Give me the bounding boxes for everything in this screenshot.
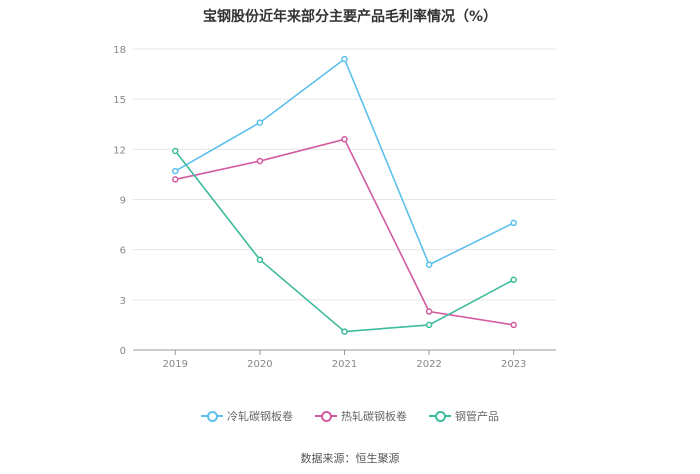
series-0: [172, 55, 517, 268]
data-point[interactable]: [425, 261, 433, 268]
x-tick-label: 2021: [332, 359, 357, 370]
chart-title: 宝钢股份近年来部分主要产品毛利率情况（%）: [202, 9, 498, 25]
series-line: [174, 150, 515, 333]
x-tick-label: 2020: [247, 359, 272, 370]
data-point[interactable]: [341, 328, 348, 335]
legend-label: 钢管产品: [455, 410, 499, 423]
series-lines: [172, 55, 517, 335]
x-tick-label: 2019: [163, 359, 188, 370]
line-marker-icon: [201, 410, 223, 422]
data-point[interactable]: [341, 136, 348, 143]
data-point[interactable]: [341, 55, 348, 63]
data-point[interactable]: [256, 256, 264, 263]
series-line: [174, 57, 515, 266]
data-point[interactable]: [510, 276, 517, 284]
gridlines: [133, 48, 556, 301]
y-tick-label: 0: [120, 346, 126, 357]
data-point[interactable]: [510, 321, 517, 329]
data-point[interactable]: [425, 308, 433, 315]
data-point[interactable]: [425, 321, 433, 329]
y-tick-label: 15: [113, 95, 126, 106]
data-point[interactable]: [172, 176, 179, 183]
series-1: [172, 136, 517, 329]
legend-item-steel-pipe[interactable]: 钢管产品: [429, 408, 499, 424]
legend-label: 热轧碳钢板卷: [341, 410, 407, 423]
data-point[interactable]: [172, 147, 179, 155]
legend-item-cold-rolled[interactable]: 冷轧碳钢板卷: [201, 408, 293, 424]
legend: 冷轧碳钢板卷 热轧碳钢板卷 钢管产品: [0, 408, 700, 424]
y-tick-label: 9: [120, 196, 126, 207]
series-2: [172, 147, 517, 335]
y-tick-label: 12: [113, 145, 126, 156]
data-point[interactable]: [256, 157, 264, 165]
series-line: [175, 138, 514, 326]
legend-item-hot-rolled[interactable]: 热轧碳钢板卷: [315, 408, 407, 424]
x-tick-label: 2023: [501, 359, 526, 370]
x-tick-label: 2022: [416, 359, 441, 370]
data-point[interactable]: [172, 167, 179, 175]
y-tick-label: 3: [120, 296, 126, 307]
legend-label: 冷轧碳钢板卷: [227, 410, 293, 423]
y-tick-label: 18: [113, 45, 126, 56]
line-marker-icon: [429, 410, 451, 422]
y-tick-label: 6: [120, 246, 126, 257]
line-marker-icon: [315, 410, 337, 422]
data-source: 数据来源：恒生聚源: [300, 452, 400, 465]
data-point[interactable]: [256, 119, 264, 126]
data-point[interactable]: [510, 219, 517, 227]
y-axis: 0 3 6 9 12 15 18: [113, 45, 126, 357]
x-axis: 2019 2020 2021 2022 2023: [133, 349, 556, 370]
